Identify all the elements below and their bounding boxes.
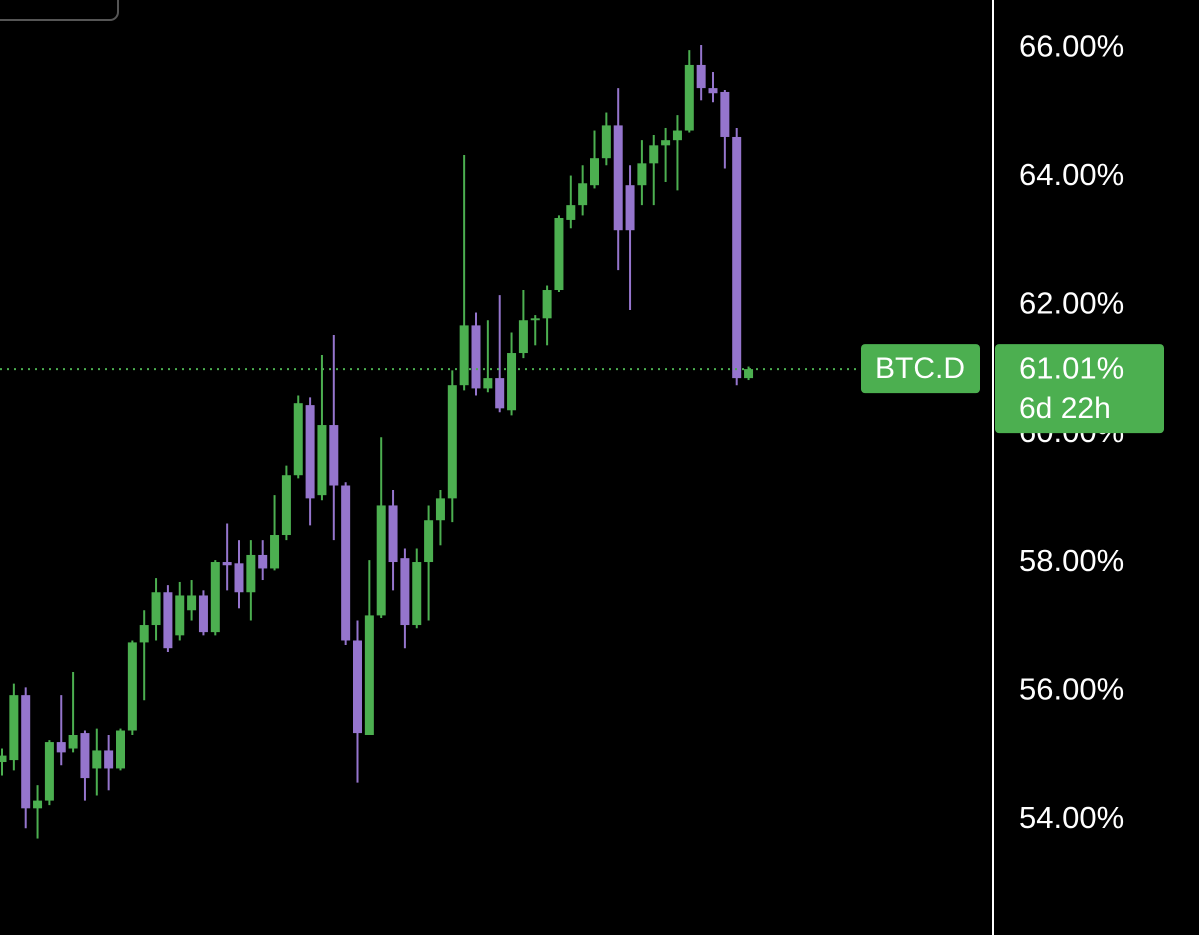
candle-body	[554, 217, 564, 291]
candle-body	[341, 485, 351, 641]
candle-body	[9, 695, 19, 761]
candle-body	[198, 595, 208, 633]
candle-body	[116, 730, 125, 769]
candle-body	[293, 403, 303, 476]
candle-body	[590, 158, 599, 186]
candle-body	[495, 378, 505, 409]
candle-body	[246, 554, 256, 593]
candle-body	[104, 750, 114, 769]
candle-body	[720, 91, 730, 137]
y-tick-label: 54.00%	[1019, 800, 1124, 835]
candle-body	[744, 369, 754, 379]
candle-body	[661, 140, 671, 146]
countdown-label: 6d 22h	[1019, 392, 1111, 425]
candle-body	[388, 505, 398, 563]
candle-body	[44, 742, 54, 801]
candle-body	[353, 640, 362, 734]
candle-body	[175, 595, 185, 636]
candle-body	[459, 325, 469, 386]
candle-body	[364, 615, 374, 736]
y-tick-label: 58.00%	[1019, 543, 1124, 578]
candle-body	[270, 535, 280, 569]
candle-body	[68, 735, 78, 749]
candle-body	[21, 695, 31, 809]
candle-body	[222, 562, 232, 566]
candle-body	[163, 592, 173, 649]
candle-body	[684, 64, 694, 131]
y-tick-label: 56.00%	[1019, 671, 1124, 706]
candle-body	[518, 320, 528, 354]
price-badge	[995, 344, 1164, 434]
candle-body	[92, 750, 102, 769]
candle-body	[708, 88, 718, 94]
candle-body	[435, 498, 445, 521]
candle-body	[139, 625, 149, 643]
candle-body	[400, 558, 410, 626]
candle-body	[566, 205, 576, 220]
candle-body	[649, 145, 659, 164]
candle-body	[542, 290, 552, 319]
candle-body	[56, 742, 66, 753]
candle-body	[0, 755, 7, 763]
candle-body	[696, 64, 706, 89]
candle-body	[376, 505, 386, 616]
y-tick-label: 62.00%	[1019, 286, 1124, 321]
price-label: 61.01%	[1019, 350, 1124, 385]
candle-body	[258, 554, 268, 569]
candle-body	[637, 163, 647, 186]
candle-body	[530, 318, 540, 321]
candle-body	[447, 385, 457, 499]
candle-body	[507, 353, 517, 411]
candle-body	[127, 642, 137, 731]
candle-body	[732, 136, 742, 379]
candle-body	[412, 562, 422, 626]
candle-body	[483, 378, 493, 389]
candle-body	[672, 130, 682, 141]
y-tick-label: 66.00%	[1019, 28, 1124, 63]
candle-body	[601, 125, 611, 159]
candle-body	[80, 733, 90, 779]
candle-body	[613, 125, 623, 231]
y-tick-label: 64.00%	[1019, 157, 1124, 192]
candle-body	[187, 595, 197, 611]
candle-body	[210, 562, 220, 633]
candle-body	[33, 800, 43, 809]
candle-body	[471, 325, 481, 389]
toolbar-button[interactable]	[0, 0, 119, 21]
symbol-label: BTC.D	[875, 352, 965, 385]
candle-body	[151, 592, 161, 626]
candle-body	[329, 425, 339, 486]
symbol-badge	[861, 344, 980, 394]
candle-body	[424, 520, 434, 563]
candle-body	[578, 183, 588, 206]
candle-body	[234, 563, 244, 593]
candle-body	[625, 185, 635, 231]
candle-body	[281, 475, 291, 536]
candle-body	[317, 425, 327, 496]
candle-body	[305, 405, 315, 499]
